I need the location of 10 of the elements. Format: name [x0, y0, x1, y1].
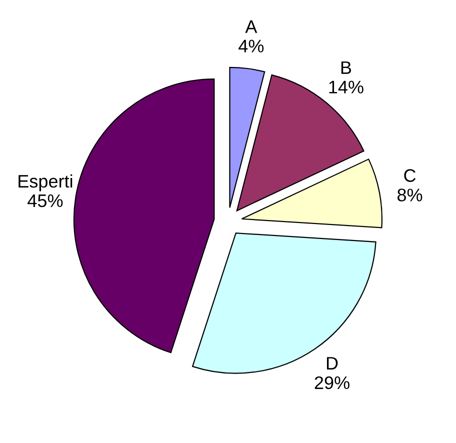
slice-label: Esperti	[18, 174, 72, 192]
data-label: 8%	[398, 188, 422, 202]
data-label: 29%	[314, 376, 350, 390]
slice-label: A	[245, 20, 258, 33]
slice-label: C	[404, 169, 416, 182]
data-label: 4%	[238, 40, 264, 52]
slice-label: B	[341, 61, 352, 74]
data-label: 14%	[329, 80, 364, 94]
slice-label: D	[326, 357, 338, 370]
data-label: 45%	[28, 194, 63, 208]
